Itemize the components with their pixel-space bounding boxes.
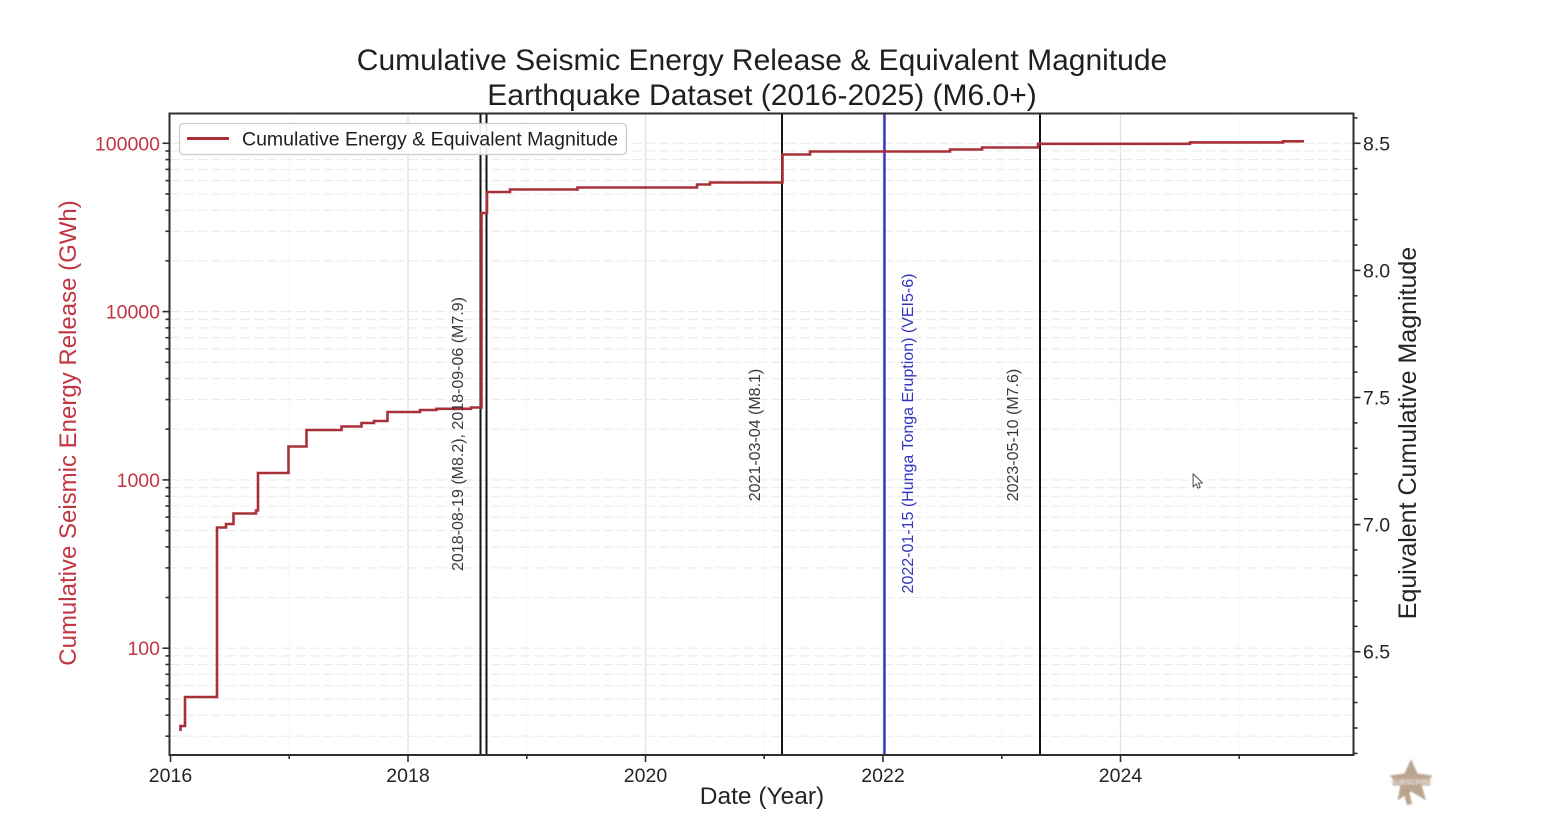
svg-text:7.0: 7.0 (1363, 515, 1390, 537)
svg-text:100: 100 (127, 638, 160, 660)
svg-text:Cumulative Seismic Energy Rele: Cumulative Seismic Energy Release & Equi… (357, 44, 1167, 77)
svg-text:2024: 2024 (1099, 765, 1143, 787)
svg-text:Date (Year): Date (Year) (700, 783, 824, 810)
svg-text:10000: 10000 (106, 302, 160, 324)
svg-text:2018: 2018 (386, 765, 429, 787)
svg-text:SUBSCRIBE: SUBSCRIBE (1390, 778, 1433, 787)
svg-text:2022: 2022 (861, 765, 904, 787)
svg-text:6.5: 6.5 (1363, 642, 1390, 664)
svg-text:7.5: 7.5 (1363, 388, 1390, 410)
svg-text:1000: 1000 (117, 470, 161, 492)
svg-text:2020: 2020 (624, 765, 668, 787)
svg-text:2022-01-15 (Hunga Tonga Erupti: 2022-01-15 (Hunga Tonga Eruption) (VEI5-… (900, 274, 917, 594)
svg-text:Equivalent Cumulative Magnitud: Equivalent Cumulative Magnitude (1394, 247, 1422, 619)
svg-text:Earthquake Dataset (2016-2025): Earthquake Dataset (2016-2025) (M6.0+) (487, 79, 1036, 112)
svg-text:Cumulative Seismic Energy Rele: Cumulative Seismic Energy Release (GWh) (55, 200, 82, 665)
svg-text:2016: 2016 (149, 765, 192, 787)
svg-text:8.5: 8.5 (1363, 133, 1390, 155)
svg-text:2021-03-04 (M8.1): 2021-03-04 (M8.1) (747, 369, 764, 502)
svg-text:8.0: 8.0 (1363, 260, 1390, 282)
svg-text:100000: 100000 (95, 133, 160, 155)
svg-text:2023-05-10 (M7.6): 2023-05-10 (M7.6) (1005, 369, 1022, 502)
svg-text:2018-08-19 (M8.2), 2018-09-06: 2018-08-19 (M8.2), 2018-09-06 (M7.9) (450, 297, 467, 571)
svg-text:Cumulative Energy & Equivalent: Cumulative Energy & Equivalent Magnitude (242, 129, 618, 151)
